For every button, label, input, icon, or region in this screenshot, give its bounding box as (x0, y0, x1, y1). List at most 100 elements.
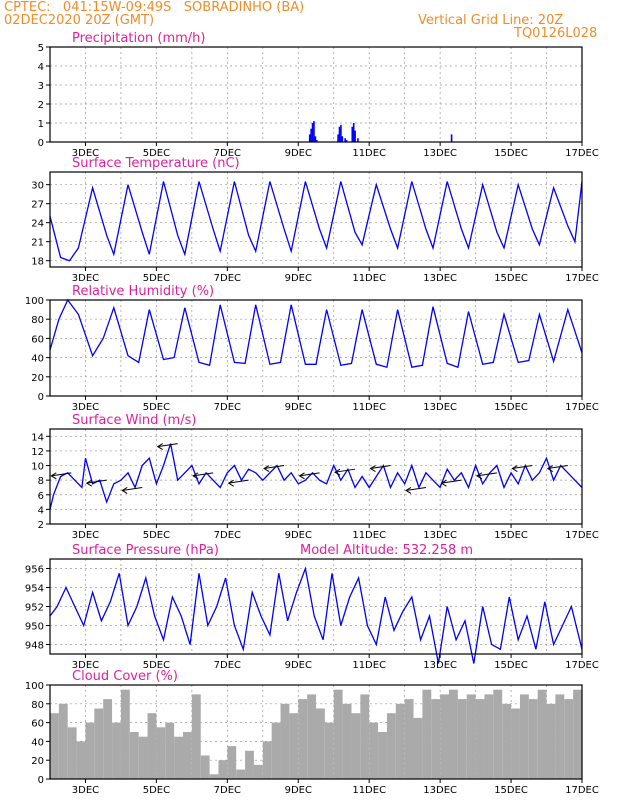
cloud-bar (546, 703, 556, 779)
cloud-bar (440, 694, 449, 779)
panel-cloud: 0 20 40 60 80 100 3DEC 5DEC 7DEC 9DEC 11DEC 13DEC 15… (25, 669, 599, 796)
y-tick-label: 5 (38, 43, 44, 54)
y-tick-label: 2 (38, 520, 44, 531)
x-tick-label: 5DEC (143, 530, 170, 541)
wind-arrow (370, 465, 391, 470)
cloud-bar (253, 764, 263, 779)
y-tick-label: 952 (25, 603, 44, 614)
y-tick-label: 100 (25, 296, 44, 307)
x-tick-label: 3DEC (72, 530, 99, 541)
model-code-label: TQ0126L028 (514, 26, 598, 41)
cloud-bar (457, 699, 467, 779)
panel-frame (49, 46, 583, 143)
x-tick-label: 15DEC (494, 785, 528, 796)
panel-frame (49, 171, 583, 268)
x-tick-label: 7DEC (214, 660, 241, 671)
x-tick-label: 3DEC (72, 660, 99, 671)
x-tick-label: 9DEC (285, 148, 312, 159)
y-tick-label: 0 (38, 775, 44, 786)
wind-arrowhead (50, 472, 57, 480)
wind-arrow (476, 472, 497, 477)
precip-bar (337, 134, 339, 142)
x-tick-label: 15DEC (494, 148, 528, 159)
x-tick-label: 9DEC (285, 273, 312, 284)
y-tick-label: 20 (31, 756, 44, 767)
wind-arrow (299, 472, 320, 477)
x-tick-label: 15DEC (494, 402, 528, 413)
y-tick-label: 3 (38, 81, 44, 92)
x-tick-label: 15DEC (494, 660, 528, 671)
cloud-bar (112, 722, 121, 779)
y-tick-label: 21 (31, 238, 44, 249)
x-tick-label: 13DEC (423, 402, 457, 413)
x-tick-label: 17DEC (565, 530, 599, 541)
cloud-bar (422, 689, 432, 779)
cloud-bar (564, 699, 574, 779)
x-tick-label: 11DEC (352, 660, 386, 671)
wind-arrowhead (475, 472, 483, 480)
cloud-bar (50, 713, 59, 779)
y-tick-label: 956 (25, 565, 44, 576)
x-tick-label: 13DEC (423, 273, 457, 284)
panel-title: Surface Temperature (nC) (72, 156, 240, 171)
cloud-bar (209, 774, 219, 779)
precip-bar (345, 140, 348, 142)
y-tick-label: 950 (25, 622, 44, 633)
precip-bar (310, 128, 312, 142)
x-tick-label: 15DEC (494, 530, 528, 541)
cloud-bar (174, 736, 183, 779)
y-tick-label: 0 (38, 392, 44, 403)
precip-bar (357, 138, 359, 142)
cloud-bar (493, 689, 503, 779)
x-tick-label: 13DEC (423, 530, 457, 541)
temp-series-line (49, 181, 583, 262)
x-tick-label: 9DEC (285, 785, 312, 796)
wind-arrowhead (156, 443, 163, 451)
precip-bar (311, 123, 314, 142)
x-tick-label: 13DEC (423, 148, 457, 159)
cloud-bar (351, 713, 361, 779)
cloud-bar (484, 694, 494, 779)
wind-arrowhead (298, 472, 305, 480)
y-tick-label: 24 (31, 219, 44, 230)
x-tick-label: 5DEC (143, 148, 170, 159)
y-tick-label: 2 (38, 100, 44, 111)
panel-annotation: Model Altitude: 532.258 m (300, 543, 473, 558)
cloud-bar (120, 689, 130, 779)
panel-frame (49, 428, 583, 525)
cloud-bar (324, 722, 334, 779)
cloud-bar (103, 699, 113, 779)
x-tick-label: 7DEC (214, 785, 241, 796)
y-tick-label: 1 (38, 119, 44, 130)
y-tick-label: 40 (31, 737, 44, 748)
x-tick-label: 9DEC (285, 530, 312, 541)
y-tick-label: 4 (38, 62, 44, 73)
wind-arrow (228, 479, 249, 484)
pressure-series-line (49, 566, 583, 664)
cloud-bar (342, 703, 352, 779)
cloud-bar (165, 722, 175, 779)
wind-arrowhead (369, 465, 376, 472)
wind-arrow (405, 486, 427, 491)
y-tick-label: 100 (25, 681, 44, 692)
panel-pressure: 948 950 952 954 956 3DEC 5DEC 7DEC 9DEC 11DEC 13DE… (25, 543, 599, 671)
cloud-bar (289, 713, 299, 779)
y-tick-label: 6 (38, 491, 44, 502)
cloud-bar (156, 727, 166, 779)
y-tick-label: 60 (31, 334, 44, 345)
wind-arrowhead (546, 465, 554, 472)
wind-arrow (157, 443, 178, 448)
cloud-bar (147, 713, 157, 779)
cloud-bar (386, 713, 396, 779)
precip-bar (340, 124, 342, 142)
precip-bar (308, 134, 311, 142)
wind-arrow (86, 479, 107, 484)
y-tick-label: 18 (31, 257, 44, 268)
panel-wind: 2 4 6 8 10 12 14 3DEC 5DEC 7DEC 9DEC 11DEC 13DEC 15DE… (31, 413, 599, 541)
x-tick-label: 5DEC (143, 660, 170, 671)
y-tick-label: 948 (25, 641, 44, 652)
y-tick-label: 27 (31, 200, 44, 211)
cloud-bar (369, 722, 379, 779)
precip-bar (450, 134, 453, 142)
